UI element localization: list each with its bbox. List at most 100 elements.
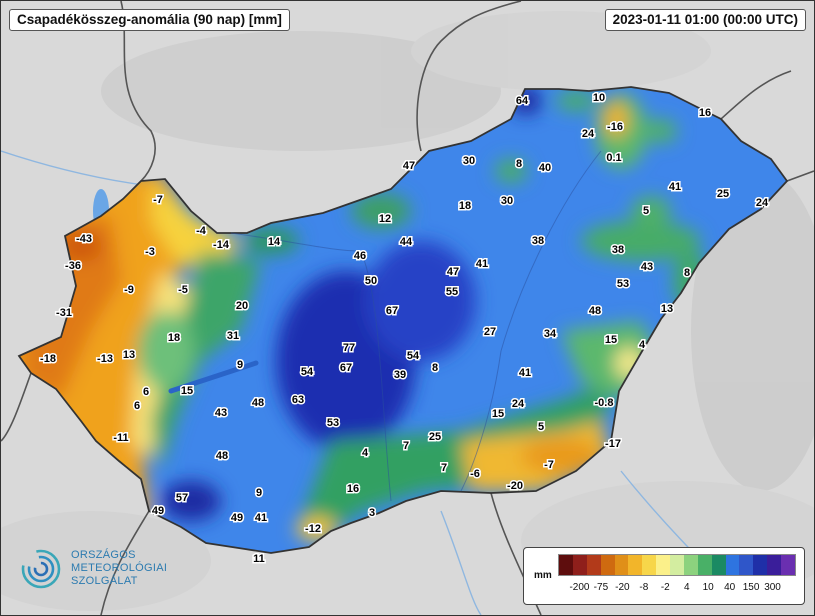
station-value-label: 31 [227, 330, 239, 342]
station-value-label: 27 [484, 326, 496, 338]
omsz-logo-swirl-icon [21, 549, 61, 589]
station-value-label: 25 [717, 188, 729, 200]
station-value-label: 67 [340, 362, 352, 374]
station-value-label: 48 [589, 305, 601, 317]
legend-swatch [614, 555, 629, 575]
station-value-label: 18 [459, 200, 471, 212]
omsz-logo-text: ORSZÁGOS METEOROLÓGIAI SZOLGÁLAT [71, 549, 167, 588]
legend-tick: -20 [615, 582, 630, 593]
omsz-logo: ORSZÁGOS METEOROLÓGIAI SZOLGÁLAT [19, 545, 219, 605]
station-value-label: 39 [394, 369, 406, 381]
station-value-label: -13 [97, 353, 113, 365]
timestamp-label: 2023-01-11 01:00 (00:00 UTC) [604, 9, 806, 31]
station-value-label: 41 [255, 512, 267, 524]
station-value-label: 38 [532, 235, 544, 247]
station-value-label: 30 [501, 195, 513, 207]
station-value-label: 14 [268, 236, 281, 248]
legend-swatch [683, 555, 698, 575]
legend-tick: 300 [764, 582, 781, 593]
station-value-label: 8 [432, 362, 438, 374]
station-value-label: 24 [512, 398, 525, 410]
station-value-label: 15 [605, 334, 617, 346]
station-value-label: -9 [124, 284, 134, 296]
station-value-label: -17 [605, 438, 621, 450]
station-value-label: 25 [429, 431, 441, 443]
station-value-label: 41 [669, 181, 681, 193]
legend-swatch [642, 555, 657, 575]
station-value-label: 41 [476, 258, 488, 270]
legend-swatch [725, 555, 740, 575]
station-value-label: -4 [196, 225, 207, 237]
legend-tick: 10 [702, 582, 714, 593]
legend-tick: -75 [593, 582, 609, 593]
station-value-label: 15 [181, 385, 193, 397]
station-value-label: 18 [168, 332, 180, 344]
station-value-label: 49 [152, 505, 164, 517]
legend-swatch [697, 555, 712, 575]
station-value-label: -36 [65, 260, 81, 272]
legend-swatch [781, 555, 795, 575]
legend-swatch [670, 555, 684, 575]
station-value-label: -31 [56, 307, 72, 319]
station-value-label: 57 [176, 492, 188, 504]
station-value-label: 8 [684, 267, 690, 279]
station-value-label: 43 [641, 261, 653, 273]
legend-swatch [711, 555, 726, 575]
station-value-label: 4 [362, 447, 369, 459]
station-value-label: 24 [756, 197, 769, 209]
station-value-label: 77 [343, 342, 355, 354]
station-value-label: 48 [252, 397, 264, 409]
station-value-label: 49 [231, 512, 243, 524]
station-value-label: 47 [447, 266, 459, 278]
color-legend: mm -200 -75 -20 -8 -2 4 10 40 150 300 [523, 547, 805, 605]
station-value-label: 9 [256, 487, 262, 499]
station-value-label: -20 [507, 480, 523, 492]
station-value-label: -7 [544, 459, 554, 471]
station-value-label: 63 [292, 394, 304, 406]
station-value-label: -3 [145, 246, 155, 258]
station-value-label: 12 [379, 213, 391, 225]
station-value-label: 5 [643, 205, 649, 217]
station-value-label: 13 [661, 303, 673, 315]
station-value-label: 3 [369, 507, 375, 519]
station-value-label: 9 [237, 359, 243, 371]
legend-swatch [656, 555, 670, 575]
station-value-label: 48 [216, 450, 228, 462]
logo-line-1: ORSZÁGOS [71, 549, 136, 561]
legend-tick: -8 [639, 582, 649, 593]
hungary-border [17, 86, 789, 554]
legend-swatch [753, 555, 768, 575]
station-value-label: 15 [492, 408, 504, 420]
station-value-label: 6 [134, 400, 140, 412]
legend-swatch [572, 555, 587, 575]
legend-swatch [600, 555, 615, 575]
station-value-label: 64 [516, 95, 529, 107]
station-value-label: 16 [699, 107, 711, 119]
station-value-label: 20 [236, 300, 248, 312]
station-value-label: 0.1 [606, 152, 621, 164]
station-value-label: 41 [519, 367, 531, 379]
legend-color-bar [558, 554, 796, 576]
station-value-label: 53 [617, 278, 629, 290]
station-value-label: -16 [607, 121, 623, 133]
station-value-label: 55 [446, 286, 458, 298]
station-value-label: -0.8 [595, 397, 614, 409]
station-value-label: 46 [354, 250, 366, 262]
station-value-label: 34 [544, 328, 557, 340]
station-value-label: -18 [40, 353, 56, 365]
station-value-label: 38 [612, 244, 624, 256]
legend-tick: 40 [724, 582, 736, 593]
station-value-label: -14 [213, 239, 230, 251]
legend-unit-label: mm [534, 570, 552, 581]
station-value-label: 4 [639, 339, 646, 351]
station-value-label: 47 [403, 160, 415, 172]
station-value-label: 16 [347, 483, 359, 495]
legend-swatch [767, 555, 781, 575]
legend-swatch [559, 555, 573, 575]
legend-swatch [628, 555, 643, 575]
logo-line-3: SZOLGÁLAT [71, 575, 138, 587]
station-value-label: 54 [301, 366, 314, 378]
